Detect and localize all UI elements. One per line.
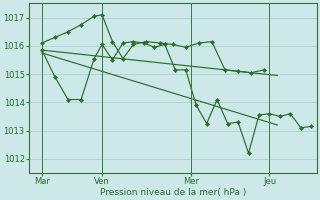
X-axis label: Pression niveau de la mer( hPa ): Pression niveau de la mer( hPa ) (100, 188, 246, 197)
